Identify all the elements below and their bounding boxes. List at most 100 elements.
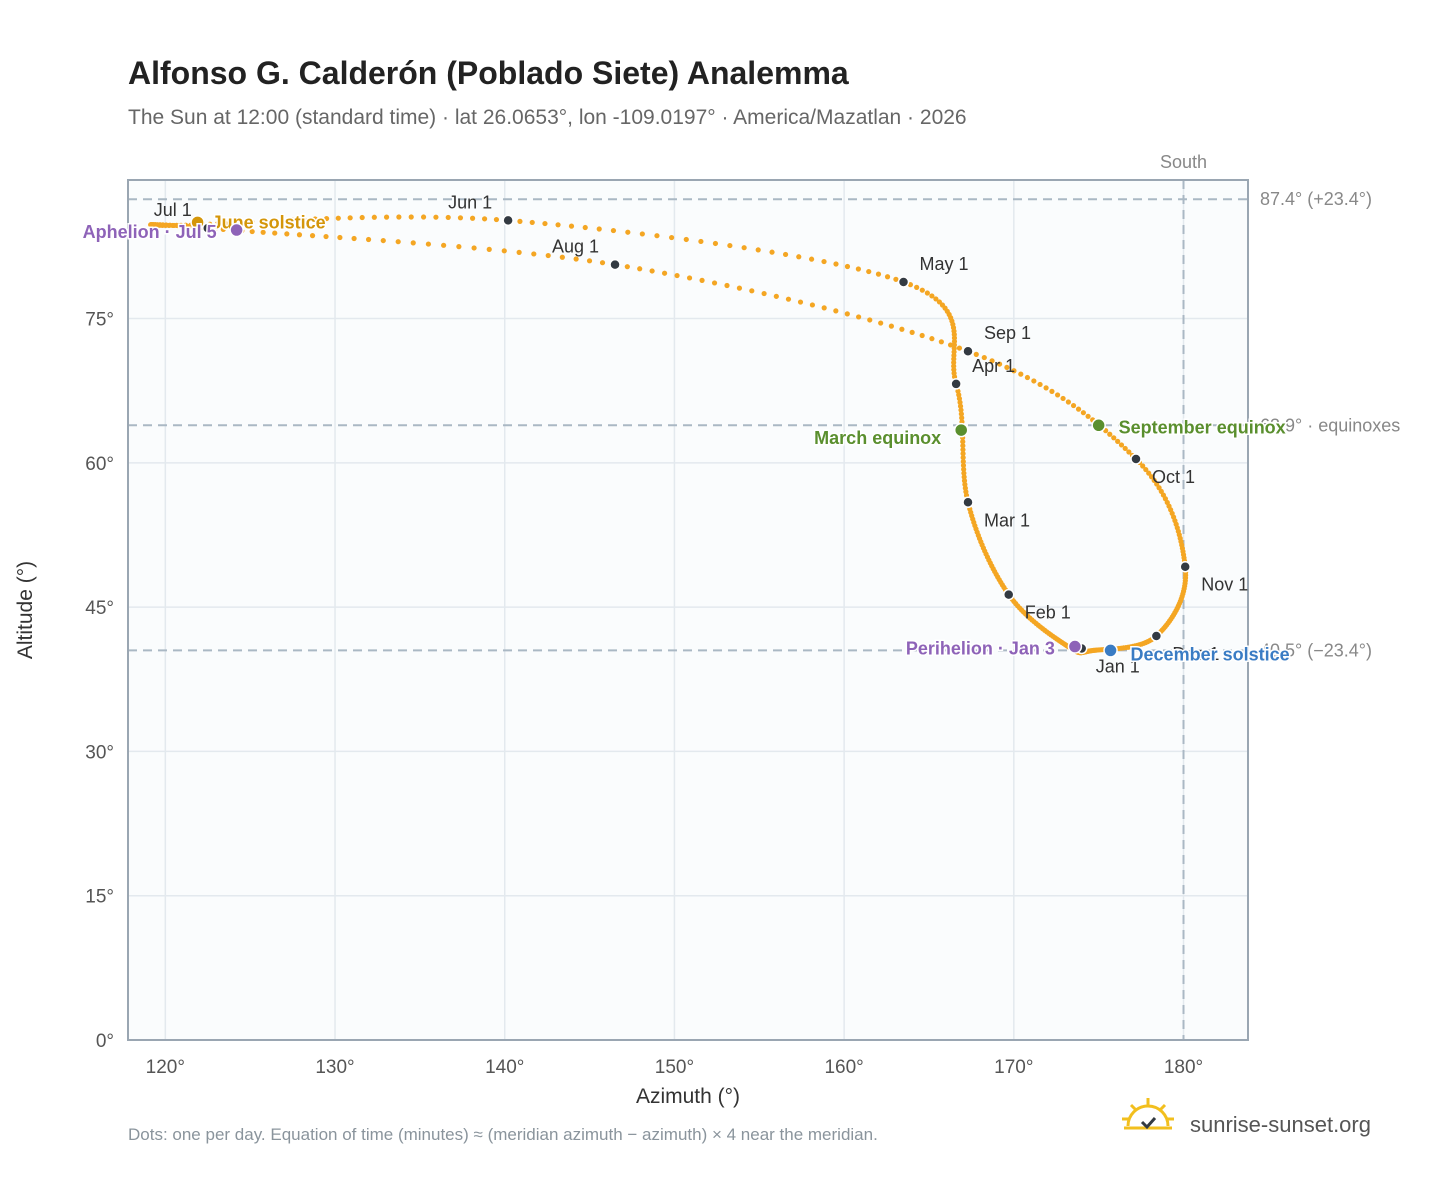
axis-ticks: 120° 130° 140° 150° 160° 170° 180° 0° 15° 30° 45° 6… (85, 310, 1203, 1078)
daily-dot (610, 227, 617, 234)
x-tick-label: 150° (655, 1057, 694, 1078)
daily-dot (290, 217, 296, 223)
month-marker (1150, 630, 1163, 642)
month-label: Sep 1 (984, 323, 1031, 343)
daily-dot (1049, 388, 1055, 394)
daily-dot (408, 214, 414, 220)
month-marker (950, 378, 962, 390)
daily-dot (586, 258, 593, 264)
event-label: Aphelion · Jul 5 (83, 222, 217, 242)
daily-dot (875, 271, 882, 277)
y-tick-label: 0° (96, 1031, 114, 1052)
daily-dot (1107, 431, 1113, 437)
sun-check-logo (1122, 1098, 1174, 1130)
y-tick-label: 45° (85, 598, 114, 619)
reference-lines: South 87.4° (+23.4°) 63.9° · equinoxes 40.5… (128, 152, 1400, 1040)
daily-dot (1043, 385, 1049, 391)
month-marker (897, 276, 910, 288)
daily-dot (279, 217, 285, 224)
daily-dot (531, 251, 537, 257)
daily-dot (469, 215, 476, 221)
daily-dot (269, 218, 275, 224)
daily-dot (180, 223, 187, 229)
y-tick-label: 30° (85, 742, 114, 763)
daily-dot (958, 411, 964, 417)
daily-dot (471, 245, 477, 251)
daily-dot (214, 221, 220, 227)
daily-dot (899, 326, 905, 332)
daily-dot (797, 299, 804, 305)
daily-dot (833, 308, 839, 314)
grid-lines (128, 180, 1248, 1041)
daily-dot (884, 274, 891, 280)
daily-dot (996, 361, 1003, 367)
month-label: Apr 1 (972, 356, 1015, 376)
daily-dot (960, 447, 966, 453)
daily-dot (699, 277, 705, 284)
daily-dot (582, 224, 588, 231)
daily-dot (960, 462, 967, 469)
daily-dot (371, 214, 377, 220)
x-tick-label: 160° (824, 1057, 863, 1078)
daily-dot (919, 332, 925, 339)
daily-dot (1075, 406, 1082, 412)
daily-dot (933, 296, 939, 302)
daily-dot (973, 351, 979, 357)
daily-dot (1148, 474, 1155, 480)
daily-dot (674, 272, 680, 279)
daily-dot (284, 231, 290, 237)
daily-dot (866, 268, 872, 275)
y-tick-label: 75° (85, 310, 114, 331)
daily-dot (961, 470, 967, 476)
daily-dot (1118, 442, 1125, 448)
daily-dot (171, 222, 177, 229)
daily-dot (420, 214, 427, 220)
event-label: September equinox (1119, 417, 1286, 437)
daily-dot (809, 302, 816, 308)
daily-dot (749, 288, 755, 294)
daily-dot (796, 254, 802, 260)
daily-dot (938, 339, 944, 345)
y-tick-label: 15° (85, 887, 114, 908)
daily-dot (929, 293, 935, 299)
daily-dot (1004, 364, 1010, 371)
daily-dot (821, 305, 827, 311)
daily-dot (441, 242, 447, 248)
daily-dot (981, 354, 987, 361)
daily-dot (625, 229, 631, 235)
daily-dot (727, 242, 733, 249)
daily-dot (1054, 392, 1061, 398)
daily-dot (1146, 470, 1152, 476)
daily-dot (1065, 399, 1071, 405)
reference-line-label: 63.9° · equinoxes (1260, 415, 1400, 435)
daily-dot (907, 282, 914, 288)
daily-dot (711, 280, 718, 286)
daily-dot (956, 345, 963, 351)
daily-dot (186, 223, 192, 230)
daily-dot (649, 268, 655, 274)
daily-dot (559, 254, 565, 260)
daily-dot (312, 216, 318, 222)
daily-dot (1122, 445, 1128, 452)
daily-dot (785, 296, 792, 302)
daily-dot (833, 261, 839, 267)
month-markers: Jan 1 Feb 1 Mar 1 Apr 1 May 1 Jun 1 Jul 1 Aug 1… (154, 192, 1249, 676)
daily-dot (867, 317, 873, 323)
event-label: December solstice (1131, 644, 1290, 664)
daily-dot (383, 214, 390, 220)
daily-dot (481, 216, 488, 222)
event-marker (190, 215, 205, 230)
daily-dot (919, 287, 925, 293)
x-tick-label: 170° (994, 1057, 1033, 1078)
daily-dot (914, 284, 920, 290)
month-marker (1179, 560, 1191, 573)
month-marker (1002, 588, 1015, 601)
daily-dot (529, 219, 535, 226)
daily-dot (893, 276, 899, 282)
x-tick-label: 180° (1164, 1057, 1203, 1078)
daily-dot (359, 214, 365, 221)
month-marker (962, 496, 974, 509)
south-label: South (1160, 152, 1207, 172)
daily-dot (989, 358, 995, 364)
